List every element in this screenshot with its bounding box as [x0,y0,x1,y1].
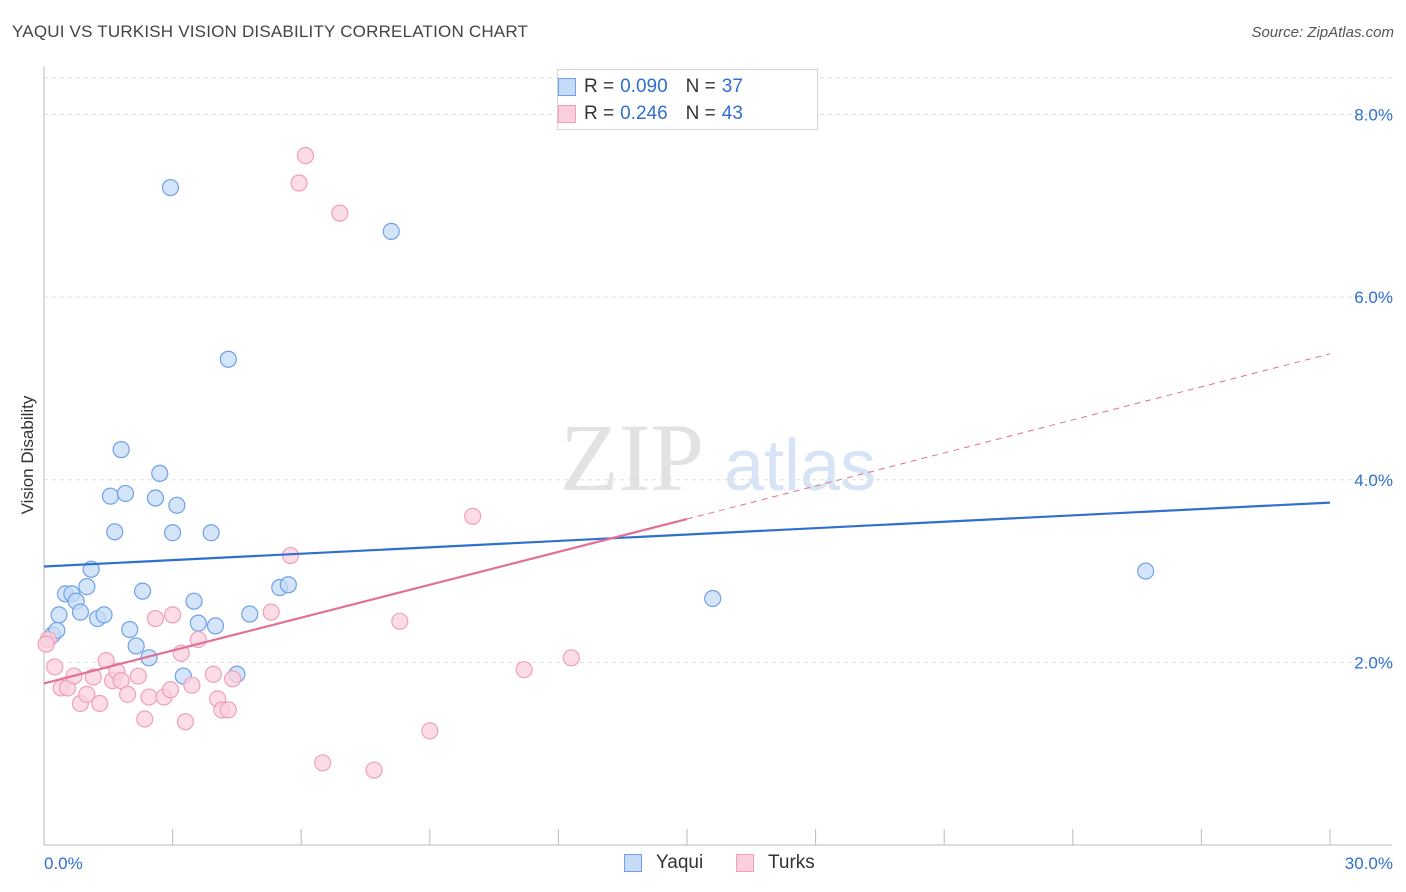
point-turks [562,649,580,667]
bottom-legend-label: Turks [768,852,815,873]
bottom-legend-label: Yaqui [656,852,704,873]
gridlines [44,77,1392,663]
legend-r-value: 0.246 [620,103,668,124]
legend-n-label: N = [685,76,716,97]
chart-title: YAQUI VS TURKISH VISION DISABILITY CORRE… [12,22,529,41]
trend-line-yaqui [43,501,1331,568]
point-turks [331,204,349,222]
point-turks [290,174,308,192]
legend-r-label: R = [584,76,615,97]
bottom-legend-turks: Turks [736,852,815,874]
watermark-zip: ZIP [560,404,704,511]
point-yaqui [50,606,68,624]
point-yaqui [1137,562,1155,580]
point-yaqui [704,589,722,608]
axes [43,66,1392,846]
point-turks [37,635,55,653]
point-yaqui [189,614,207,632]
point-yaqui [121,620,139,639]
point-turks [421,722,439,740]
point-yaqui [116,484,135,503]
correlation-legend: R = 0.090 N = 37 R = 0.246 N = 43 [557,69,818,130]
point-yaqui [161,178,180,197]
point-yaqui [95,606,113,624]
legend-row-yaqui: R = 0.090 N = 37 [558,74,743,100]
point-turks [46,658,64,676]
legend-n-value: 43 [721,103,743,124]
point-turks [183,676,201,694]
point-yaqui [219,350,237,368]
point-turks [464,507,482,525]
trend-line-turks [43,517,688,685]
legend-r-value: 0.090 [620,76,668,97]
point-turks [129,667,147,685]
bottom-swatch-yaqui [624,854,642,872]
point-turks [136,710,154,728]
point-turks [204,665,222,683]
watermark-atlas: atlas [724,426,876,506]
point-turks [78,685,96,703]
source-label: Source: ZipAtlas.com [1251,24,1394,41]
y-tick-label: 6.0% [1354,288,1393,307]
point-turks [161,681,180,699]
point-turks [118,685,137,703]
point-yaqui [168,496,186,514]
legend-row-turks: R = 0.246 N = 43 [558,101,743,127]
legend-n-value: 37 [721,76,743,97]
point-turks [91,694,109,713]
point-yaqui [241,605,259,623]
point-yaqui [185,592,203,610]
x-tick-label-max: 30.0% [1345,854,1393,873]
data-points [37,147,1155,779]
point-yaqui [151,464,169,482]
point-yaqui [202,524,220,542]
point-turks [164,606,182,624]
point-turks [140,688,158,706]
x-tick-label-min: 0.0% [44,854,83,873]
point-yaqui [106,523,124,541]
point-yaqui [78,577,96,596]
point-yaqui [127,637,145,655]
point-yaqui [382,222,400,240]
point-turks [219,701,237,719]
legend-swatch-turks [558,105,576,123]
point-turks [146,609,165,628]
bottom-legend-yaqui: Yaqui [624,852,703,874]
point-turks [262,603,280,621]
point-turks [84,668,102,686]
watermark: ZIP atlas [560,404,876,511]
point-yaqui [279,576,297,594]
y-tick-label: 8.0% [1354,106,1393,125]
legend-n-label: N = [685,103,716,124]
trend-lines [43,353,1331,685]
point-turks [391,612,409,630]
y-tick-label: 4.0% [1354,471,1393,490]
point-yaqui [164,524,182,542]
trend-line-projection-turks [686,353,1331,520]
point-turks [224,670,242,688]
point-turks [314,754,332,772]
point-yaqui [133,582,152,600]
legend-swatch-yaqui [558,78,576,96]
point-turks [296,147,315,165]
point-turks [176,713,195,731]
point-yaqui [206,617,225,635]
y-tick-labels: 2.0% 4.0% 6.0% 8.0% [1354,106,1393,673]
y-axis-label: Vision Disability [18,395,37,514]
point-yaqui [101,487,120,505]
y-tick-label: 2.0% [1354,653,1393,672]
point-turks [365,761,383,779]
point-yaqui [71,603,90,621]
bottom-swatch-turks [736,854,754,872]
point-turks [515,661,533,679]
point-yaqui [146,489,165,507]
legend-r-label: R = [584,103,615,124]
point-yaqui [112,441,130,459]
